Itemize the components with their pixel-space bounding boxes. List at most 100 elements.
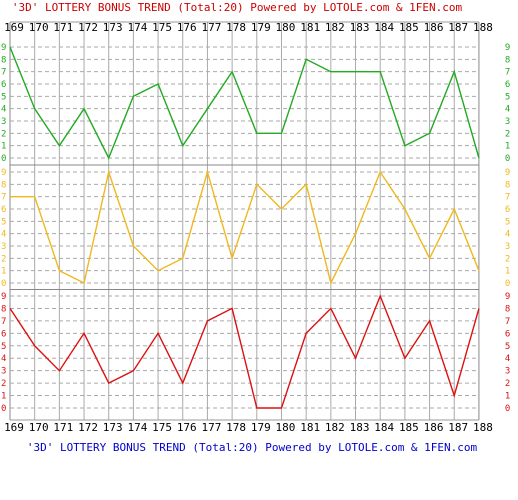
x-tick-label-bottom: 182 xyxy=(325,421,345,434)
x-tick-label-bottom: 180 xyxy=(276,421,296,434)
y-tick-label-left: 1 xyxy=(1,392,6,402)
y-tick-label-left: 1 xyxy=(1,267,6,277)
y-tick-label-left: 4 xyxy=(1,105,6,115)
y-tick-label-right: 2 xyxy=(505,254,510,264)
x-tick-label-bottom: 173 xyxy=(103,421,123,434)
x-tick-label-top: 179 xyxy=(251,21,271,34)
y-tick-label-left: 9 xyxy=(1,292,6,302)
y-tick-label-right: 8 xyxy=(505,180,510,190)
x-tick-label-bottom: 169 xyxy=(4,421,24,434)
y-tick-label-left: 8 xyxy=(1,55,6,65)
y-tick-label-right: 4 xyxy=(505,230,510,240)
x-tick-label-top: 183 xyxy=(350,21,370,34)
y-axis-labels: 0 0 1 1 2 2 3 3 4 4 5 5 6 6 7 7 8 8 9 9 0 0 1 1 2 2 3 3 4 4 5 5 6 6 7 7 8 8 9 9… xyxy=(1,43,510,414)
y-tick-label-right: 1 xyxy=(505,392,510,402)
x-tick-label-bottom: 187 xyxy=(448,421,468,434)
x-tick-label-bottom: 175 xyxy=(152,421,172,434)
x-tick-label-top: 177 xyxy=(202,21,222,34)
y-tick-label-left: 4 xyxy=(1,230,6,240)
y-tick-label-right: 0 xyxy=(505,279,510,289)
y-tick-label-left: 4 xyxy=(1,354,6,364)
y-tick-label-left: 0 xyxy=(1,279,6,289)
series-line-2 xyxy=(10,169,480,286)
y-tick-label-right: 7 xyxy=(505,193,510,203)
chart-grid xyxy=(9,21,480,421)
x-tick-label-bottom: 171 xyxy=(53,421,73,434)
y-tick-label-right: 7 xyxy=(505,317,510,327)
y-tick-label-right: 9 xyxy=(505,43,510,53)
y-tick-label-right: 3 xyxy=(505,242,510,252)
x-tick-label-top: 173 xyxy=(103,21,123,34)
y-tick-label-left: 6 xyxy=(1,205,6,215)
y-tick-label-right: 5 xyxy=(505,342,510,352)
y-tick-label-right: 8 xyxy=(505,304,510,314)
y-tick-label-left: 3 xyxy=(1,117,6,127)
y-tick-label-right: 0 xyxy=(505,154,510,164)
x-tick-label-top: 174 xyxy=(127,21,147,34)
y-tick-label-right: 3 xyxy=(505,367,510,377)
chart-title-top: '3D' LOTTERY BONUS TREND (Total:20) Powe… xyxy=(12,1,463,14)
y-tick-label-right: 7 xyxy=(505,68,510,78)
y-tick-label-left: 5 xyxy=(1,92,6,102)
x-tick-label-top: 172 xyxy=(78,21,98,34)
y-tick-label-left: 8 xyxy=(1,304,6,314)
x-tick-label-bottom: 184 xyxy=(374,421,394,434)
x-tick-label-top: 184 xyxy=(374,21,394,34)
x-axis-labels-top: 169 170 171 172 173 174 175 176 177 178 179 180 181 1… xyxy=(4,21,493,34)
y-tick-label-left: 7 xyxy=(1,193,6,203)
x-tick-label-top: 176 xyxy=(177,21,197,34)
y-tick-label-left: 7 xyxy=(1,68,6,78)
x-tick-label-bottom: 176 xyxy=(177,421,197,434)
y-tick-label-left: 3 xyxy=(1,242,6,252)
y-tick-label-left: 5 xyxy=(1,342,6,352)
x-tick-label-top: 169 xyxy=(4,21,24,34)
chart-title-bottom: '3D' LOTTERY BONUS TREND (Total:20) Powe… xyxy=(27,441,478,454)
y-tick-label-left: 2 xyxy=(1,129,6,139)
x-tick-label-bottom: 172 xyxy=(78,421,98,434)
y-tick-label-left: 3 xyxy=(1,367,6,377)
x-tick-label-bottom: 174 xyxy=(127,421,147,434)
y-tick-label-left: 6 xyxy=(1,80,6,90)
x-tick-label-bottom: 186 xyxy=(424,421,444,434)
y-tick-label-right: 9 xyxy=(505,168,510,178)
x-tick-label-bottom: 178 xyxy=(226,421,246,434)
y-tick-label-right: 6 xyxy=(505,205,510,215)
y-tick-label-right: 6 xyxy=(505,80,510,90)
x-tick-label-bottom: 185 xyxy=(399,421,419,434)
x-tick-label-top: 182 xyxy=(325,21,345,34)
y-tick-label-left: 9 xyxy=(1,168,6,178)
x-tick-label-bottom: 188 xyxy=(473,421,493,434)
y-tick-label-right: 1 xyxy=(505,142,510,152)
y-tick-label-right: 4 xyxy=(505,105,510,115)
y-tick-label-right: 3 xyxy=(505,117,510,127)
x-tick-label-top: 187 xyxy=(448,21,468,34)
y-tick-label-right: 5 xyxy=(505,217,510,227)
series-line-1 xyxy=(9,46,480,160)
y-tick-label-left: 2 xyxy=(1,379,6,389)
y-tick-label-right: 2 xyxy=(505,379,510,389)
x-axis-labels-bottom: 169 170 171 172 173 174 175 176 177 178 179 180 181 1… xyxy=(4,421,493,434)
y-tick-label-left: 8 xyxy=(1,180,6,190)
series-lines xyxy=(9,46,480,409)
x-tick-label-top: 170 xyxy=(29,21,49,34)
y-tick-label-left: 9 xyxy=(1,43,6,53)
x-tick-label-top: 181 xyxy=(300,21,320,34)
y-tick-label-right: 4 xyxy=(505,354,510,364)
x-tick-label-bottom: 170 xyxy=(29,421,49,434)
x-tick-label-top: 178 xyxy=(226,21,246,34)
series-line-3 xyxy=(9,294,480,409)
y-tick-label-right: 0 xyxy=(505,404,510,414)
x-tick-label-bottom: 177 xyxy=(202,421,222,434)
x-tick-label-top: 180 xyxy=(276,21,296,34)
y-tick-label-right: 8 xyxy=(505,55,510,65)
y-tick-label-left: 5 xyxy=(1,217,6,227)
y-tick-label-left: 6 xyxy=(1,329,6,339)
x-tick-label-top: 186 xyxy=(424,21,444,34)
x-tick-label-bottom: 181 xyxy=(300,421,320,434)
y-tick-label-right: 9 xyxy=(505,292,510,302)
y-tick-label-right: 1 xyxy=(505,267,510,277)
y-tick-label-right: 2 xyxy=(505,129,510,139)
y-tick-label-right: 6 xyxy=(505,329,510,339)
x-tick-label-top: 171 xyxy=(53,21,73,34)
